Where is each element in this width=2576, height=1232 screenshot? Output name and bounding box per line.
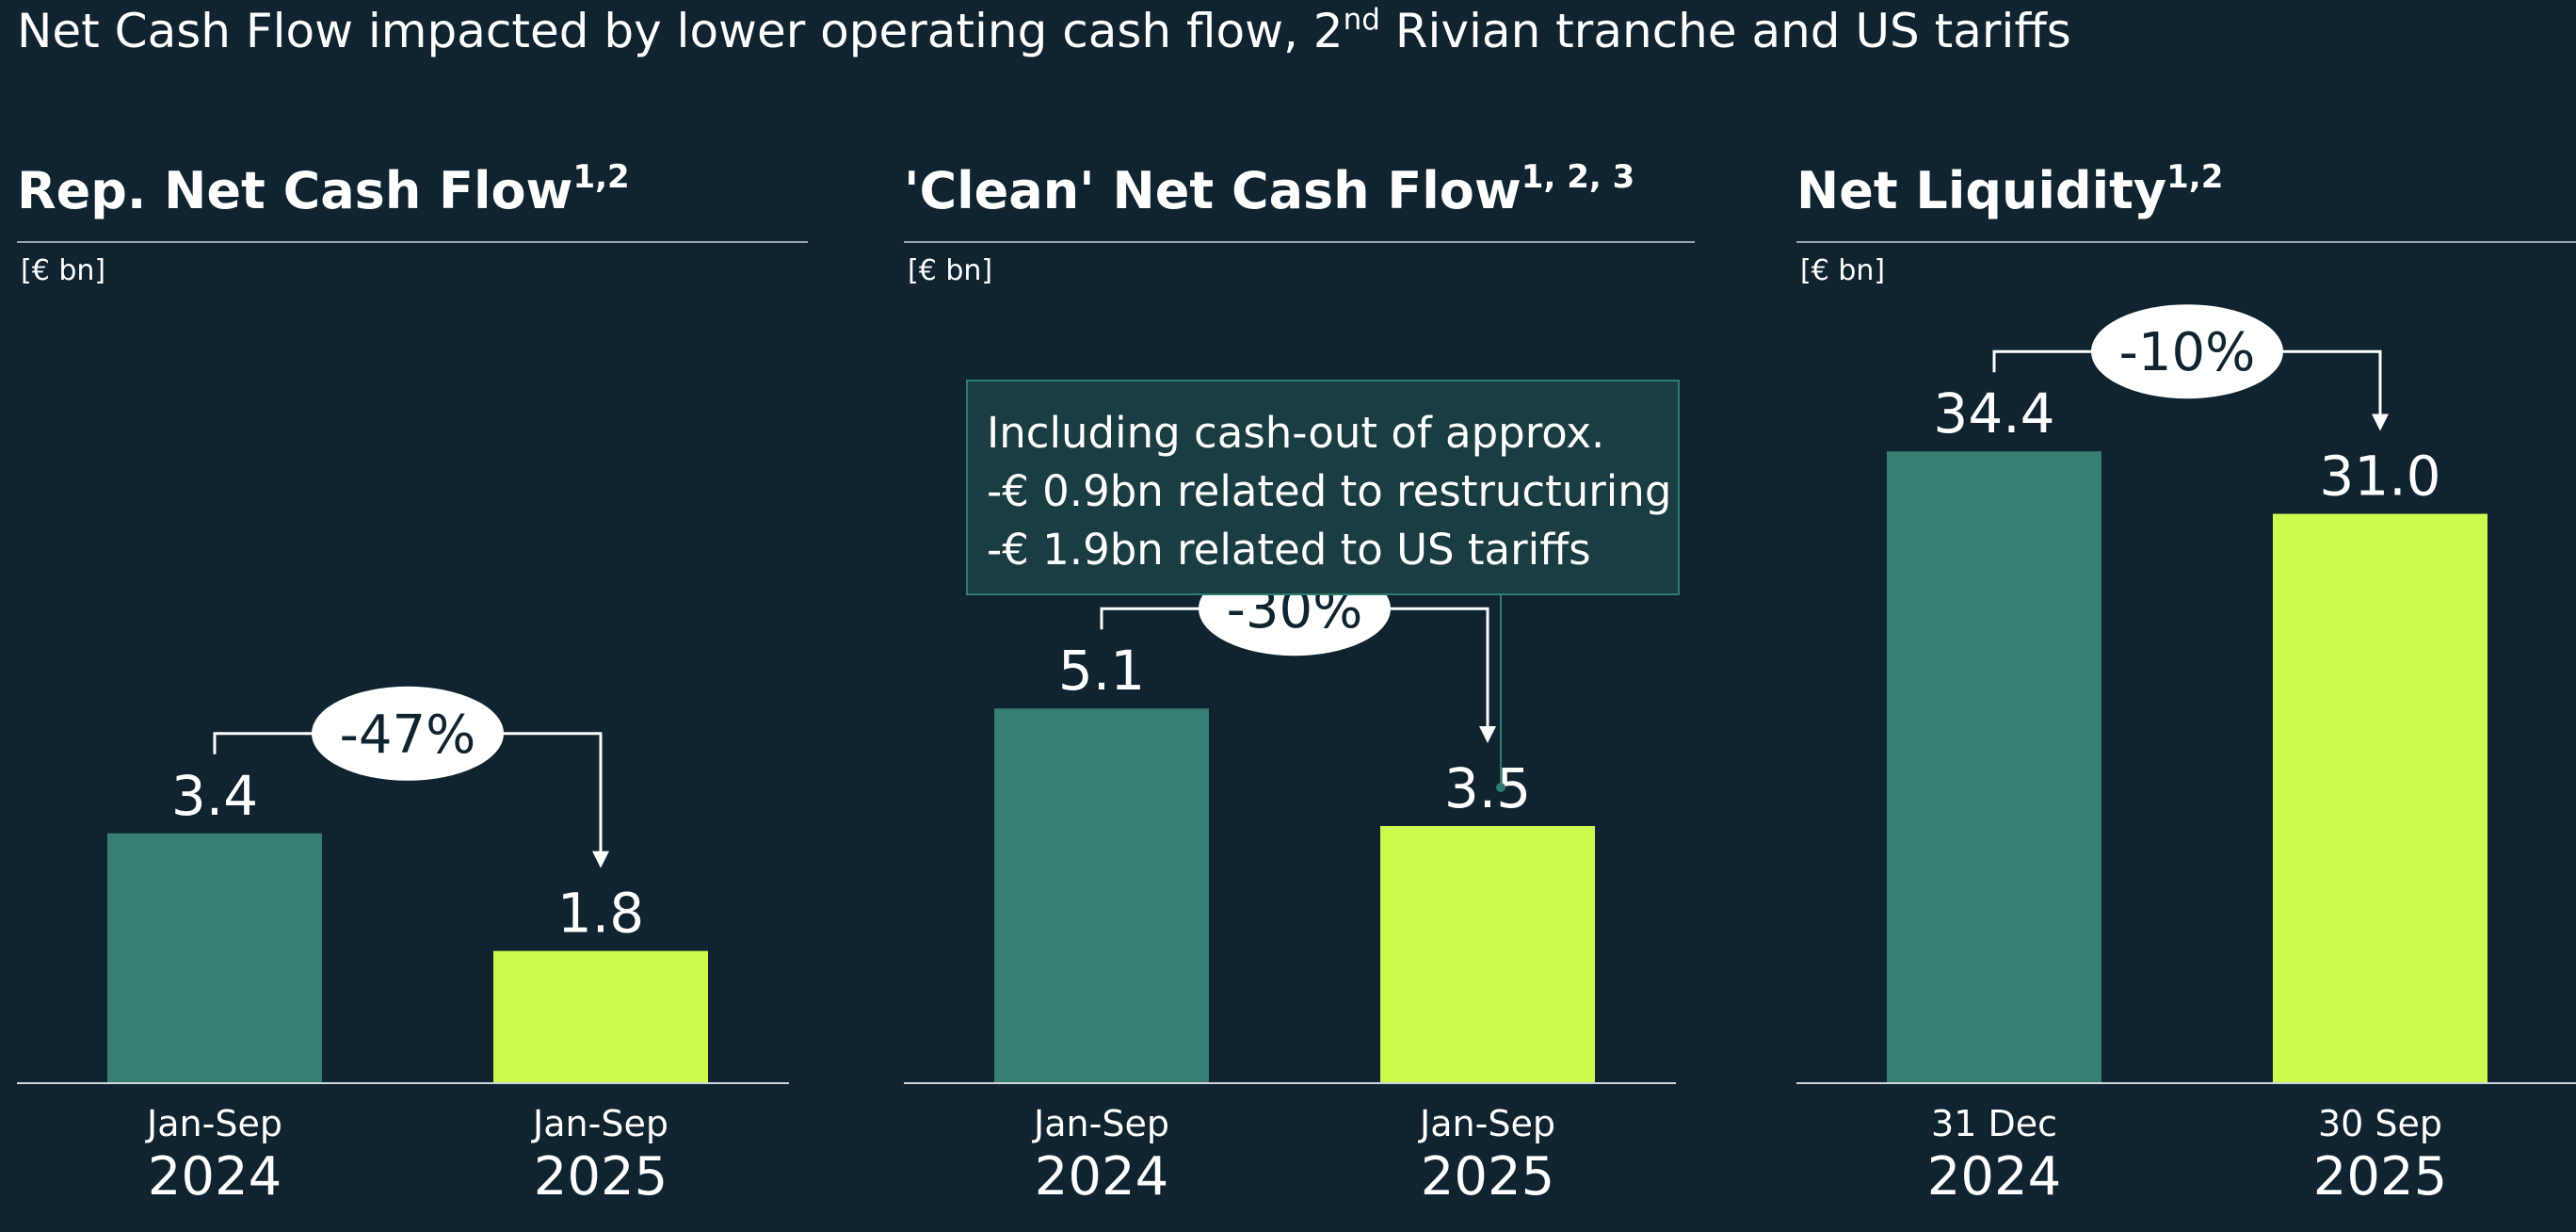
note-connector-dot — [1496, 783, 1505, 792]
title-divider — [904, 241, 1695, 243]
bar-2024 — [994, 708, 1209, 1083]
data-label-2024: 34.4 — [1933, 381, 2054, 446]
unit-label: [€ bn] — [908, 254, 993, 287]
bar-2025 — [1380, 826, 1595, 1083]
bar-2025 — [493, 950, 708, 1083]
bar-2024 — [107, 833, 322, 1083]
x-tick-year-2025: 2025 — [1421, 1146, 1555, 1208]
chart-panel-clean-net-cash-flow: 'Clean' Net Cash Flow1, 2, 3 [€ bn] 5.1 J… — [904, 151, 1695, 1232]
title-divider — [17, 241, 808, 243]
data-label-2025: 31.0 — [2319, 445, 2440, 509]
data-label-2025: 1.8 — [557, 882, 644, 946]
note-line-2: -€ 0.9bn related to restructuring — [987, 466, 1672, 516]
change-badge — [312, 686, 504, 781]
x-tick-year-2024: 2024 — [148, 1146, 282, 1208]
change-arrow-head — [2372, 413, 2389, 431]
x-tick-period-2025: Jan-Sep — [531, 1103, 668, 1144]
data-label-2024: 3.4 — [171, 764, 258, 828]
change-arrow-head — [1479, 726, 1496, 743]
note-callout-box: Including cash-out of approx. -€ 0.9bn r… — [966, 380, 1680, 595]
unit-label: [€ bn] — [1800, 254, 1886, 287]
x-tick-period-2024: Jan-Sep — [145, 1103, 282, 1144]
chart-panel-net-liquidity: Net Liquidity1,2 [€ bn] 34.4 31 Dec 2024 31… — [1796, 151, 2576, 1232]
x-tick-year-2025: 2025 — [2313, 1146, 2448, 1208]
data-label-2024: 5.1 — [1058, 639, 1145, 703]
note-line-1: Including cash-out of approx. — [987, 408, 1605, 458]
page-headline: Net Cash Flow impacted by lower operatin… — [17, 3, 2071, 58]
bar-2025 — [2273, 513, 2487, 1083]
title-divider — [1796, 241, 2576, 243]
x-tick-year-2025: 2025 — [534, 1146, 668, 1208]
x-tick-period-2025: 30 Sep — [2318, 1103, 2442, 1144]
change-percentage-label: -47% — [340, 705, 476, 766]
chart-panel-rep-net-cash-flow: Rep. Net Cash Flow1,2 [€ bn] 3.4 Jan-Sep 2… — [17, 151, 808, 1232]
bar-2024 — [1887, 451, 2101, 1083]
change-percentage-label: -10% — [2119, 322, 2256, 383]
x-tick-period-2024: 31 Dec — [1931, 1103, 2057, 1144]
panel-title: 'Clean' Net Cash Flow1, 2, 3 — [904, 158, 1635, 220]
note-line-3: -€ 1.9bn related to US tariffs — [987, 525, 1591, 575]
panel-title: Rep. Net Cash Flow1,2 — [17, 158, 630, 220]
x-tick-year-2024: 2024 — [1927, 1146, 2062, 1208]
unit-label: [€ bn] — [21, 254, 106, 287]
data-label-2025: 3.5 — [1444, 756, 1531, 820]
x-tick-period-2024: Jan-Sep — [1032, 1103, 1169, 1144]
x-tick-year-2024: 2024 — [1035, 1146, 1169, 1208]
change-badge — [2091, 304, 2283, 399]
x-tick-period-2025: Jan-Sep — [1418, 1103, 1555, 1144]
change-arrow-head — [592, 851, 609, 868]
panel-title: Net Liquidity1,2 — [1796, 158, 2224, 220]
